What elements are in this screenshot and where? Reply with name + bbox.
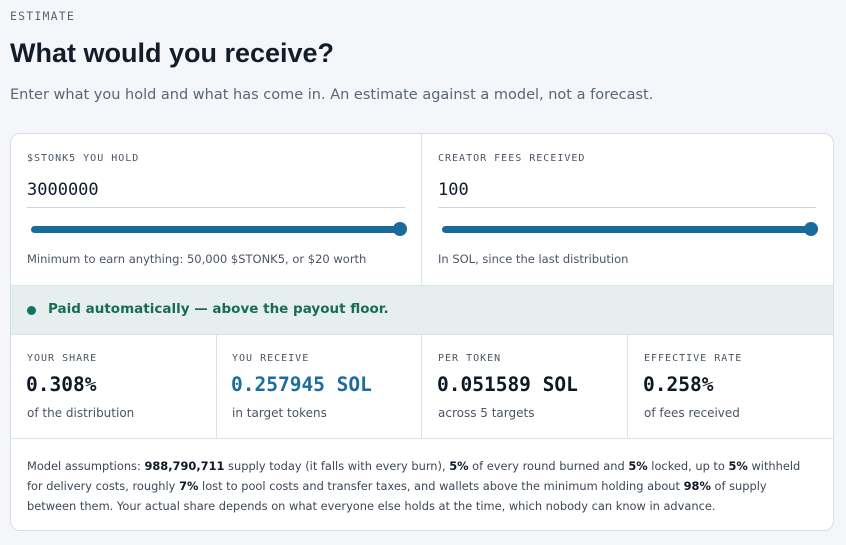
- note-text: of supply between them. Your actual shar…: [27, 479, 767, 513]
- inputs-row: $STONK5 YOU HOLD 3000000 Minimum to earn…: [11, 134, 833, 286]
- stat-value: 0.308%: [26, 373, 97, 396]
- stat-value: 0.051589 SOL: [437, 373, 578, 396]
- stat-value: 0.257945 SOL: [231, 373, 372, 396]
- note-eligible-supply-percent: 98%: [683, 479, 711, 493]
- note-text: locked, up to: [647, 459, 729, 473]
- page-title: What would you receive?: [10, 38, 335, 68]
- note-supply-value: 988,790,711: [144, 459, 225, 473]
- holdings-label: $STONK5 YOU HOLD: [27, 153, 140, 164]
- fees-label: CREATOR FEES RECEIVED: [438, 153, 586, 164]
- stat-you-receive: YOU RECEIVE 0.257945 SOL in target token…: [216, 335, 422, 439]
- stat-caption: of the distribution: [27, 406, 135, 420]
- fees-slider-track: [442, 226, 818, 233]
- stat-label: YOUR SHARE: [27, 353, 98, 364]
- holdings-slider[interactable]: [31, 222, 407, 236]
- note-text: Model assumptions:: [27, 459, 145, 473]
- holdings-input-group: $STONK5 YOU HOLD 3000000 Minimum to earn…: [11, 134, 422, 286]
- note-pool-cost-percent: 7%: [179, 479, 199, 493]
- note-text: of every round burned and: [468, 459, 629, 473]
- note-burn-percent: 5%: [449, 459, 469, 473]
- stat-label: EFFECTIVE RATE: [644, 353, 743, 364]
- stat-caption: of fees received: [644, 406, 740, 420]
- stat-caption: in target tokens: [232, 406, 327, 420]
- section-eyebrow: ESTIMATE: [10, 9, 75, 23]
- fees-input-group: CREATOR FEES RECEIVED 100 In SOL, since …: [422, 134, 833, 286]
- fees-input[interactable]: 100: [438, 176, 816, 208]
- payout-status-banner: Paid automatically — above the payout fl…: [11, 286, 833, 335]
- stat-value: 0.258%: [643, 373, 714, 396]
- holdings-hint: Minimum to earn anything: 50,000 $STONK5…: [27, 252, 367, 266]
- note-lock-percent: 5%: [628, 459, 648, 473]
- page-subtitle: Enter what you hold and what has come in…: [10, 87, 654, 103]
- note-withheld-percent: 5%: [728, 459, 748, 473]
- results-row: YOUR SHARE 0.308% of the distribution YO…: [11, 335, 833, 439]
- holdings-slider-thumb[interactable]: [393, 222, 407, 236]
- stat-effective-rate: EFFECTIVE RATE 0.258% of fees received: [628, 335, 833, 439]
- status-dot-icon: [27, 306, 36, 315]
- holdings-slider-track: [31, 226, 407, 233]
- note-text: lost to pool costs and transfer taxes, a…: [198, 479, 684, 493]
- fees-slider-thumb[interactable]: [804, 222, 818, 236]
- fees-hint: In SOL, since the last distribution: [438, 252, 629, 266]
- stat-label: YOU RECEIVE: [232, 353, 310, 364]
- note-text: supply today (it falls with every burn),: [224, 459, 450, 473]
- payout-status-text: Paid automatically — above the payout fl…: [48, 301, 389, 317]
- stat-caption: across 5 targets: [438, 406, 535, 420]
- model-assumptions-note: Model assumptions: 988,790,711 supply to…: [27, 456, 819, 516]
- holdings-input[interactable]: 3000000: [27, 176, 405, 208]
- stat-label: PER TOKEN: [438, 353, 502, 364]
- note-text: withheld for delivery costs, roughly: [27, 459, 801, 493]
- fees-slider[interactable]: [442, 222, 818, 236]
- stat-per-token: PER TOKEN 0.051589 SOL across 5 targets: [422, 335, 628, 439]
- estimate-card: $STONK5 YOU HOLD 3000000 Minimum to earn…: [10, 133, 834, 531]
- stat-your-share: YOUR SHARE 0.308% of the distribution: [11, 335, 217, 439]
